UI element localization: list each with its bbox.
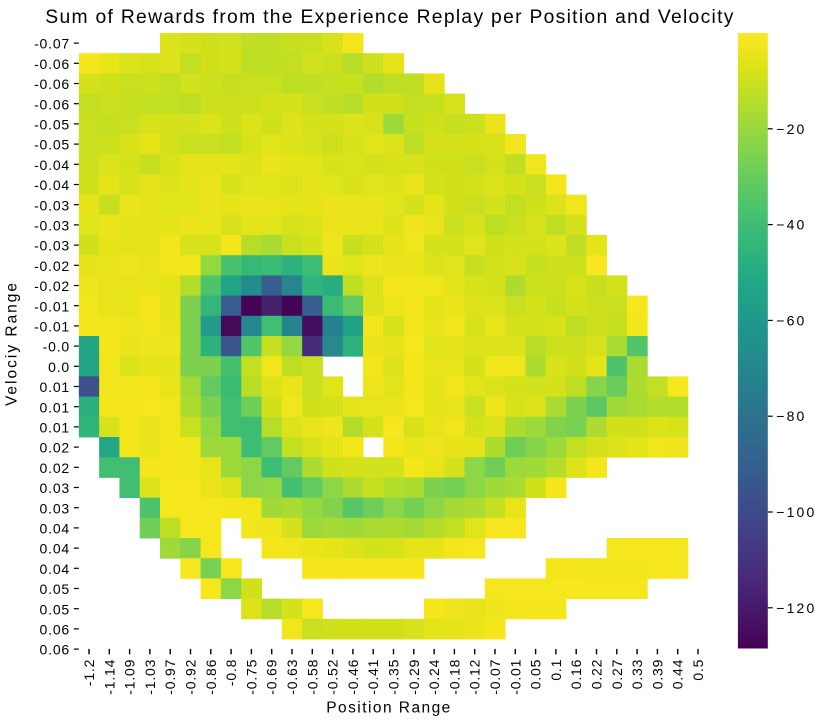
- svg-text:0.04: 0.04: [40, 541, 70, 557]
- svg-text:−40: −40: [776, 217, 806, 233]
- svg-text:-0.41: -0.41: [365, 659, 381, 695]
- svg-text:-0.06: -0.06: [34, 76, 70, 92]
- svg-text:0.27: 0.27: [609, 659, 625, 689]
- svg-text:Velociy Range: Velociy Range: [4, 281, 21, 406]
- svg-text:-0.06: -0.06: [34, 56, 70, 72]
- svg-text:−20: −20: [776, 121, 806, 137]
- svg-text:-0.01: -0.01: [34, 298, 70, 314]
- svg-text:0.04: 0.04: [40, 561, 70, 577]
- svg-text:−80: −80: [776, 408, 806, 424]
- svg-text:-0.8: -0.8: [223, 659, 239, 686]
- svg-text:0.1: 0.1: [548, 659, 564, 681]
- svg-text:-0.01: -0.01: [507, 659, 523, 695]
- svg-text:-0.02: -0.02: [34, 278, 70, 294]
- svg-text:0.44: 0.44: [670, 659, 686, 689]
- svg-text:0.02: 0.02: [40, 440, 70, 456]
- svg-text:0.05: 0.05: [40, 601, 70, 617]
- svg-text:0.16: 0.16: [568, 659, 584, 689]
- svg-text:-0.07: -0.07: [487, 659, 503, 695]
- svg-text:-0.29: -0.29: [406, 659, 422, 695]
- svg-text:-0.04: -0.04: [34, 157, 70, 173]
- svg-text:-0.07: -0.07: [34, 36, 70, 52]
- svg-text:0.05: 0.05: [528, 659, 544, 689]
- svg-text:−120: −120: [776, 600, 816, 616]
- svg-text:0.05: 0.05: [40, 581, 70, 597]
- svg-text:-0.12: -0.12: [467, 659, 483, 695]
- svg-text:0.0: 0.0: [48, 359, 70, 375]
- svg-text:-1.09: -1.09: [122, 659, 138, 695]
- svg-text:−60: −60: [776, 312, 806, 328]
- svg-text:Position Range: Position Range: [326, 699, 452, 716]
- svg-text:-0.05: -0.05: [34, 117, 70, 133]
- svg-text:0.01: 0.01: [40, 399, 70, 415]
- svg-text:0.06: 0.06: [40, 642, 70, 658]
- svg-text:0.04: 0.04: [40, 521, 70, 537]
- svg-text:0.01: 0.01: [40, 420, 70, 436]
- svg-text:-0.24: -0.24: [426, 659, 442, 695]
- svg-text:-1.2: -1.2: [81, 659, 97, 686]
- svg-text:-1.14: -1.14: [101, 659, 117, 695]
- svg-text:-0.58: -0.58: [304, 659, 320, 695]
- svg-text:0.33: 0.33: [629, 659, 645, 689]
- svg-text:-0.03: -0.03: [34, 238, 70, 254]
- svg-text:0.03: 0.03: [40, 480, 70, 496]
- svg-text:-0.92: -0.92: [183, 659, 199, 695]
- svg-text:-1.03: -1.03: [142, 659, 158, 695]
- svg-text:-0.52: -0.52: [325, 659, 341, 695]
- svg-text:-0.05: -0.05: [34, 137, 70, 153]
- svg-text:-0.0: -0.0: [43, 339, 70, 355]
- svg-text:-0.63: -0.63: [284, 659, 300, 695]
- svg-text:-0.75: -0.75: [243, 659, 259, 695]
- svg-text:0.03: 0.03: [40, 500, 70, 516]
- svg-text:-0.03: -0.03: [34, 197, 70, 213]
- svg-text:0.39: 0.39: [649, 659, 665, 689]
- svg-text:0.02: 0.02: [40, 460, 70, 476]
- svg-text:0.5: 0.5: [690, 659, 706, 681]
- svg-text:-0.86: -0.86: [203, 659, 219, 695]
- svg-text:0.01: 0.01: [40, 379, 70, 395]
- svg-text:-0.46: -0.46: [345, 659, 361, 695]
- svg-text:-0.01: -0.01: [34, 319, 70, 335]
- svg-text:0.22: 0.22: [589, 659, 605, 689]
- svg-text:-0.06: -0.06: [34, 96, 70, 112]
- svg-text:-0.02: -0.02: [34, 258, 70, 274]
- svg-text:0.06: 0.06: [40, 622, 70, 638]
- svg-text:-0.97: -0.97: [162, 659, 178, 695]
- svg-text:-0.03: -0.03: [34, 218, 70, 234]
- svg-text:-0.69: -0.69: [264, 659, 280, 695]
- svg-text:-0.04: -0.04: [34, 177, 70, 193]
- svg-text:-0.18: -0.18: [446, 659, 462, 695]
- svg-text:-0.35: -0.35: [386, 659, 402, 695]
- svg-text:Sum of Rewards from the Experi: Sum of Rewards from the Experience Repla…: [45, 7, 734, 28]
- svg-text:−100: −100: [776, 504, 816, 520]
